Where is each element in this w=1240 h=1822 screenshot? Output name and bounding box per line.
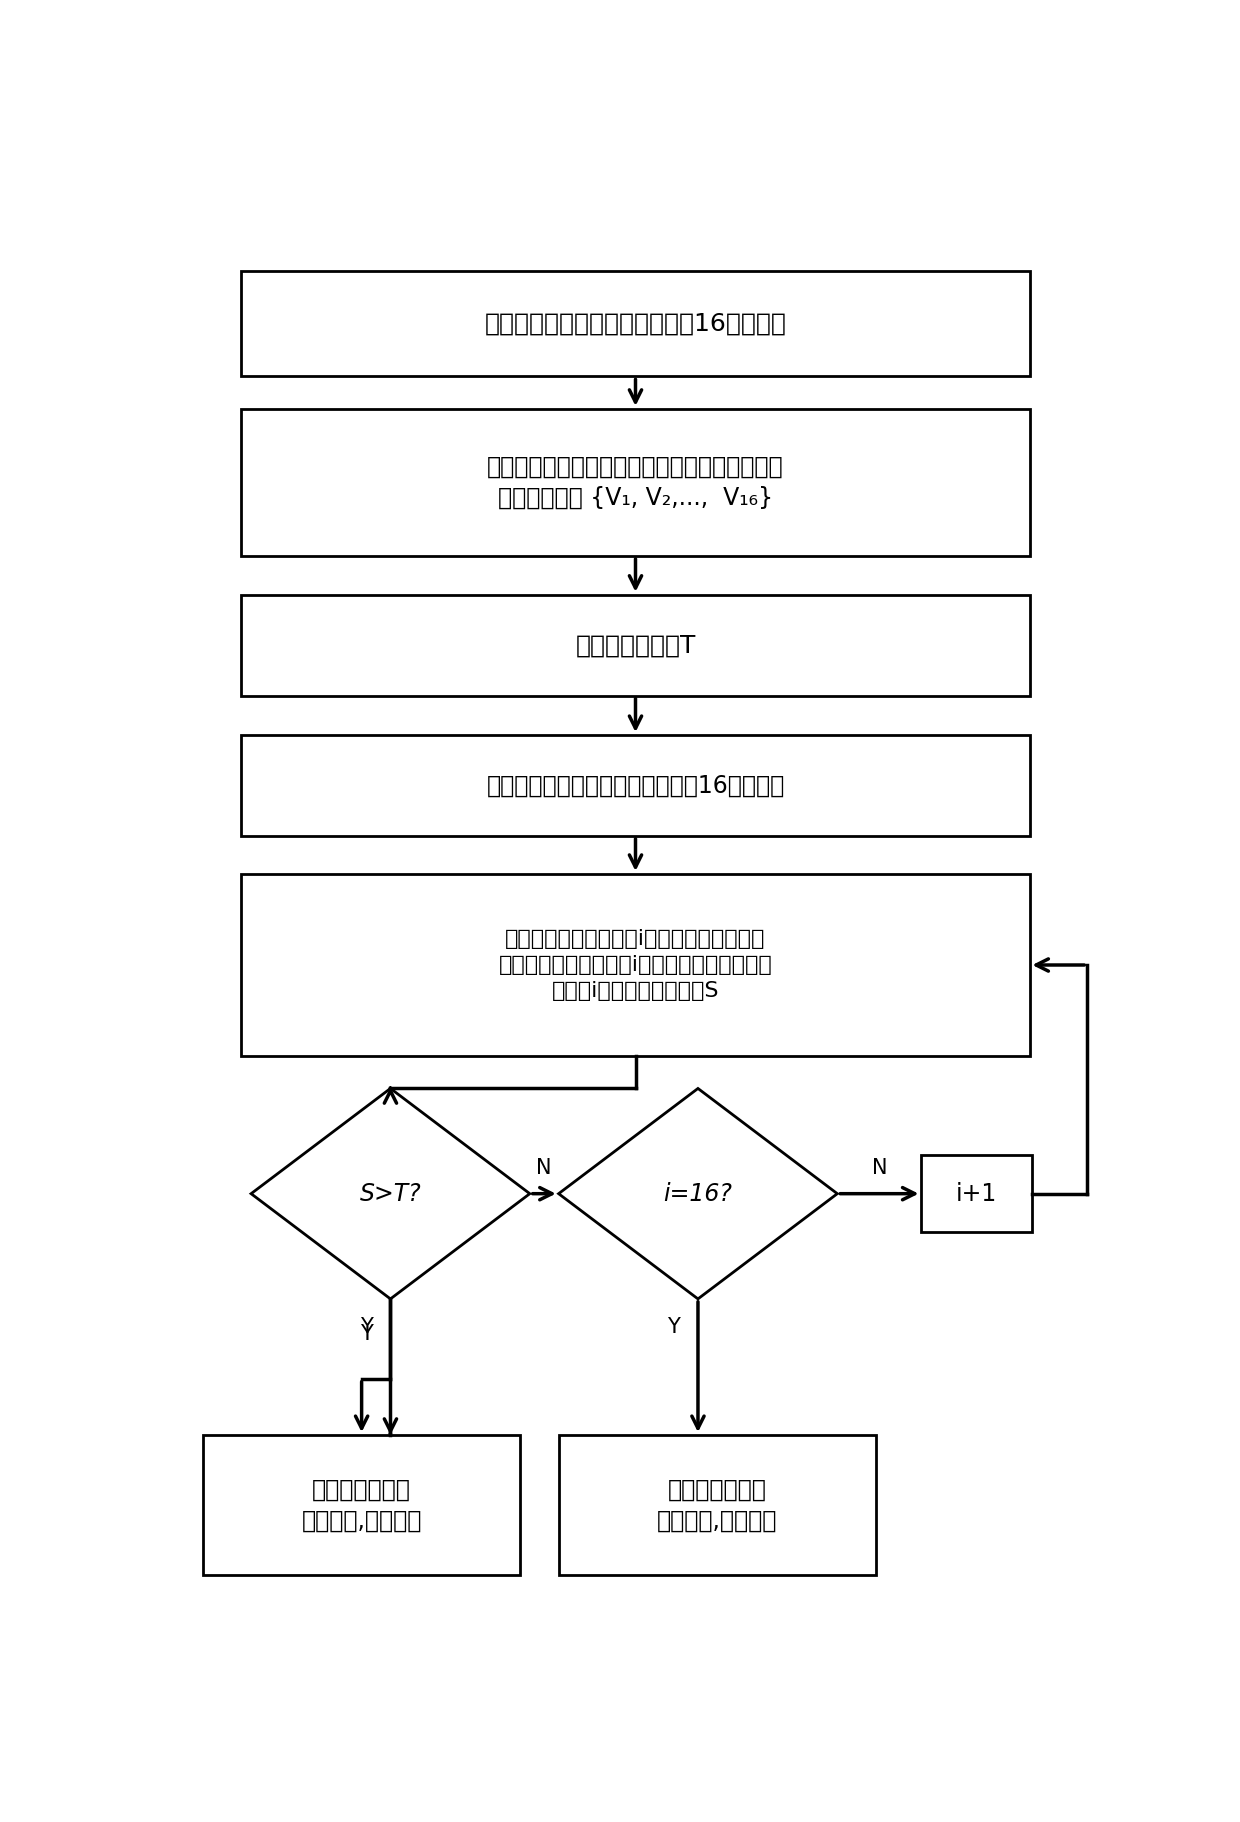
Text: 待检测模具图像
有残留物,结束检测: 待检测模具图像 有残留物,结束检测	[301, 1478, 422, 1532]
FancyBboxPatch shape	[242, 734, 1029, 836]
FancyBboxPatch shape	[242, 594, 1029, 696]
Text: Y: Y	[360, 1317, 373, 1337]
Polygon shape	[558, 1088, 837, 1299]
FancyBboxPatch shape	[558, 1436, 875, 1576]
FancyBboxPatch shape	[242, 408, 1029, 556]
Text: 标准模板图像归一化，并分割为16个了模板: 标准模板图像归一化，并分割为16个了模板	[485, 312, 786, 335]
Text: 定义残留物阈值T: 定义残留物阈值T	[575, 632, 696, 658]
Text: i=16?: i=16?	[663, 1182, 733, 1206]
FancyBboxPatch shape	[242, 271, 1029, 377]
Text: 分别提取标准模板图像的子模板图像的特征值，
组成特征集合 {V₁, V₂,...,  V₁₆}: 分别提取标准模板图像的子模板图像的特征值， 组成特征集合 {V₁, V₂,...…	[487, 456, 784, 510]
Text: 待检测模具图像
无残留物,结束检测: 待检测模具图像 无残留物,结束检测	[657, 1478, 777, 1532]
FancyBboxPatch shape	[242, 875, 1029, 1057]
Text: S>T?: S>T?	[360, 1182, 422, 1206]
Polygon shape	[250, 1088, 529, 1299]
Text: N: N	[537, 1159, 552, 1179]
FancyBboxPatch shape	[921, 1155, 1032, 1232]
Text: 待检测模具图像归一化，并分割为16个了模板: 待检测模具图像归一化，并分割为16个了模板	[486, 773, 785, 798]
Text: N: N	[872, 1159, 887, 1179]
Text: i+1: i+1	[956, 1182, 997, 1206]
FancyBboxPatch shape	[203, 1436, 521, 1576]
Text: 提取待检测模具图像第i个子模块的特征值，
并于标准模板图像的第i个子模块的特征值匹配
计算前i个了模块相似度和S: 提取待检测模具图像第i个子模块的特征值， 并于标准模板图像的第i个子模块的特征值…	[498, 929, 773, 1002]
Text: Y: Y	[667, 1317, 681, 1337]
Text: Y: Y	[360, 1325, 373, 1345]
